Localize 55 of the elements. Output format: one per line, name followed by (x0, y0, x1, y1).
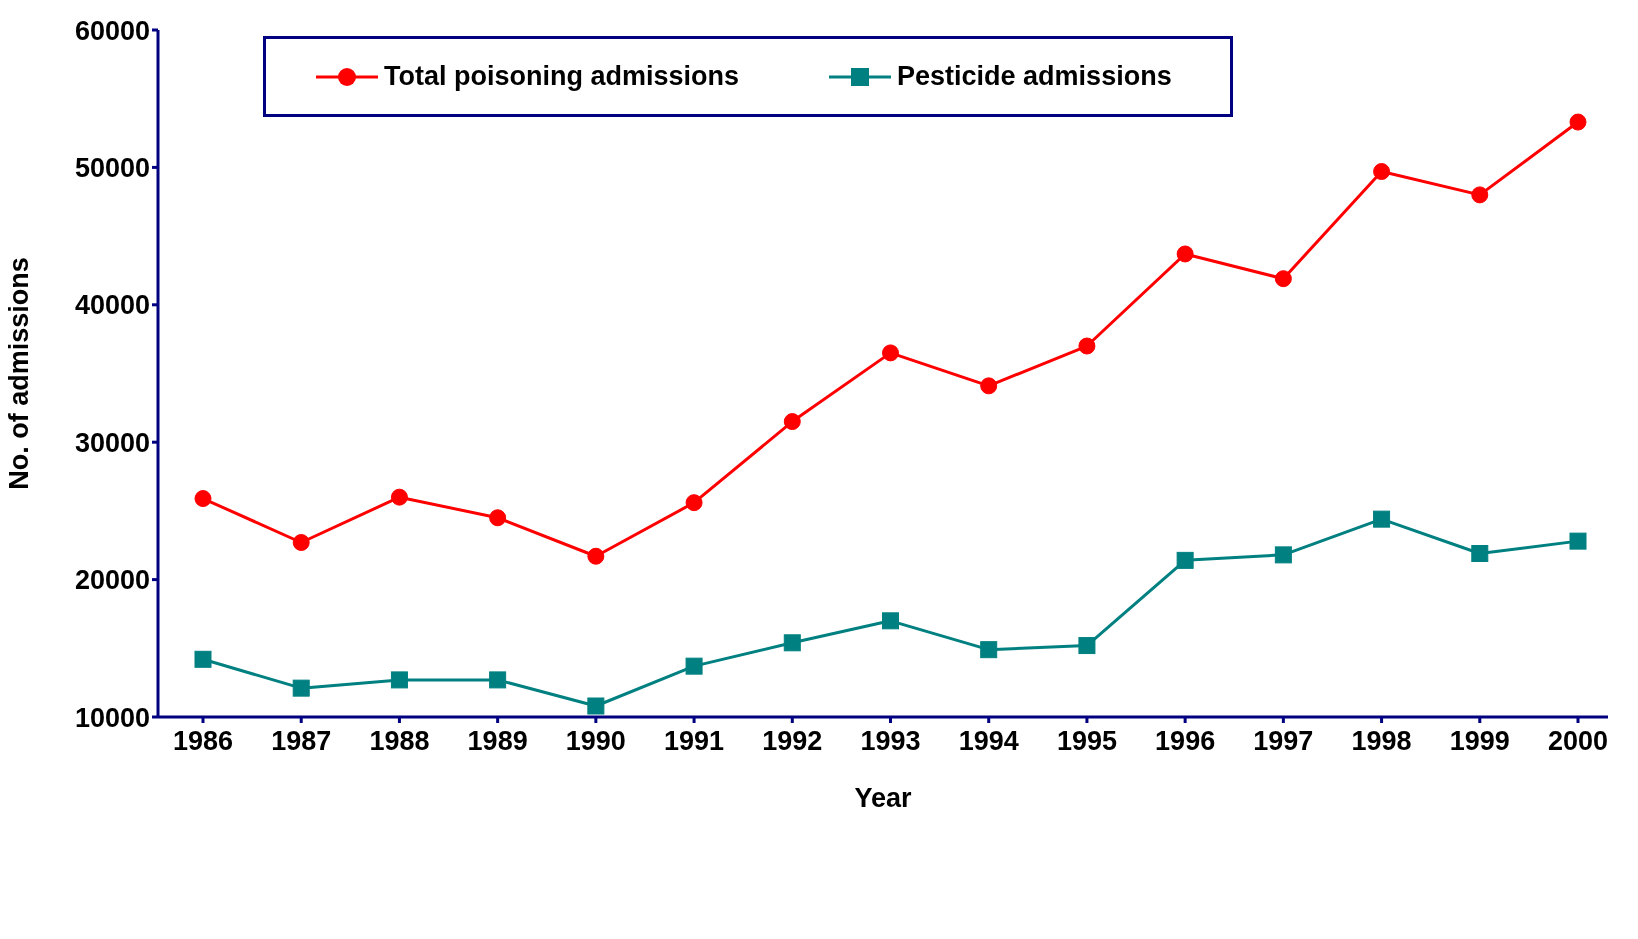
point (390, 671, 408, 689)
x-tick-label: 1996 (1155, 726, 1216, 757)
point (1274, 546, 1292, 564)
x-tick-label: 1997 (1253, 726, 1314, 757)
point (587, 547, 605, 565)
point (685, 494, 703, 512)
point (882, 344, 899, 362)
x-tick-label: 1988 (369, 726, 430, 757)
legend-label: Pesticide admissions (897, 61, 1172, 92)
y-axis-title: No. of admissions (3, 257, 34, 490)
point (783, 634, 801, 652)
x-tick-label: 1993 (860, 726, 921, 757)
x-tick-label: 1998 (1351, 726, 1412, 757)
y-tick-label: 20000 (74, 565, 150, 596)
point (1569, 532, 1587, 550)
point (980, 641, 998, 659)
point (587, 697, 605, 715)
x-tick-label: 1987 (271, 726, 332, 757)
point (292, 534, 310, 551)
x-axis-title: Year (854, 783, 913, 813)
point (1373, 510, 1391, 528)
point (1274, 270, 1292, 288)
point (1471, 544, 1489, 562)
y-tick-label: 50000 (74, 152, 150, 183)
point (194, 650, 212, 668)
point (1373, 163, 1391, 181)
x-tick-label: 1994 (958, 726, 1019, 757)
x-tick-label: 2000 (1547, 726, 1609, 757)
y-tick-label: 30000 (74, 427, 150, 458)
point (1078, 337, 1096, 355)
point (783, 413, 801, 431)
x-tick-label: 1986 (172, 726, 234, 757)
point (194, 490, 212, 508)
point (882, 612, 899, 630)
point (1078, 637, 1096, 655)
point (1471, 186, 1489, 204)
y-tick-label: 10000 (74, 702, 150, 733)
point (390, 488, 408, 506)
x-tick-label: 1999 (1449, 726, 1510, 757)
point (685, 657, 703, 675)
point (489, 671, 507, 689)
x-tick-label: 1991 (664, 726, 725, 757)
point (980, 377, 998, 395)
y-tick-label: 40000 (74, 290, 150, 321)
point (1569, 113, 1587, 131)
y-tick-label: 60000 (74, 15, 150, 46)
x-tick-label: 1992 (762, 726, 823, 757)
point (489, 509, 507, 527)
x-tick-label: 1990 (565, 726, 626, 757)
point (292, 679, 310, 697)
x-tick-label: 1995 (1056, 726, 1117, 757)
legend-label: Total poisoning admissions (384, 61, 740, 92)
point (1176, 245, 1194, 263)
x-tick-label: 1989 (467, 726, 528, 757)
point (1176, 551, 1194, 569)
